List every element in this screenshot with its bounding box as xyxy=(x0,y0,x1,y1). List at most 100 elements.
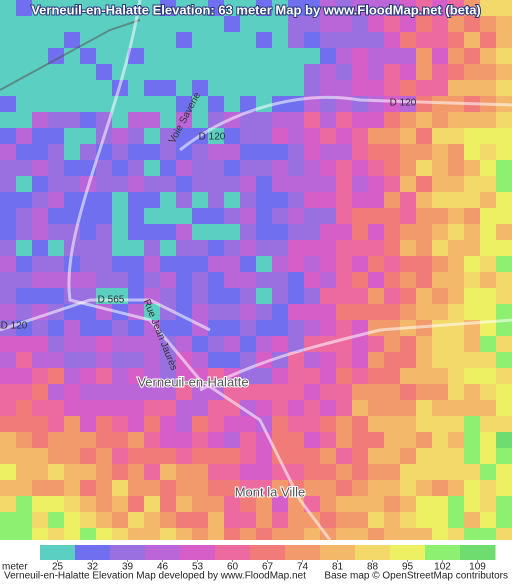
elevation-cell xyxy=(288,80,304,96)
elevation-cell xyxy=(112,128,128,144)
elevation-cell xyxy=(336,96,352,112)
elevation-cell xyxy=(368,528,384,540)
elevation-cell xyxy=(320,352,336,368)
elevation-cell xyxy=(144,176,160,192)
elevation-cell xyxy=(272,240,288,256)
elevation-cell xyxy=(144,256,160,272)
elevation-cell xyxy=(128,320,144,336)
elevation-cell xyxy=(448,16,464,32)
elevation-cell xyxy=(400,0,416,16)
elevation-cell xyxy=(48,32,64,48)
elevation-cell xyxy=(320,96,336,112)
elevation-cell xyxy=(432,32,448,48)
elevation-cell xyxy=(480,256,496,272)
elevation-cell xyxy=(464,352,480,368)
elevation-cell xyxy=(320,416,336,432)
elevation-cell xyxy=(400,432,416,448)
elevation-cell xyxy=(336,224,352,240)
elevation-cell xyxy=(256,384,272,400)
elevation-cell xyxy=(64,16,80,32)
elevation-cell xyxy=(448,64,464,80)
elevation-cell xyxy=(496,192,512,208)
elevation-cell xyxy=(16,208,32,224)
elevation-cell xyxy=(176,464,192,480)
elevation-cell xyxy=(96,48,112,64)
elevation-cell xyxy=(208,352,224,368)
elevation-cell xyxy=(384,176,400,192)
elevation-cell xyxy=(304,144,320,160)
elevation-cell xyxy=(0,256,16,272)
elevation-cell xyxy=(368,128,384,144)
elevation-cell xyxy=(224,528,240,540)
elevation-cell xyxy=(304,480,320,496)
elevation-cell xyxy=(256,448,272,464)
elevation-cell xyxy=(272,416,288,432)
elevation-cell xyxy=(64,208,80,224)
elevation-cell xyxy=(48,208,64,224)
elevation-cell xyxy=(80,448,96,464)
footer-credit: Verneuil-en-Halatte Elevation Map develo… xyxy=(4,571,306,582)
elevation-cell xyxy=(368,96,384,112)
elevation-cell xyxy=(16,272,32,288)
elevation-cell xyxy=(160,416,176,432)
elevation-cell xyxy=(32,128,48,144)
elevation-cell xyxy=(16,32,32,48)
elevation-cell xyxy=(288,176,304,192)
elevation-cell xyxy=(368,448,384,464)
elevation-cell xyxy=(416,240,432,256)
elevation-cell xyxy=(432,256,448,272)
elevation-cell xyxy=(384,16,400,32)
elevation-cell xyxy=(432,512,448,528)
elevation-cell xyxy=(432,320,448,336)
elevation-cell xyxy=(400,288,416,304)
elevation-cell xyxy=(160,448,176,464)
elevation-cell xyxy=(224,48,240,64)
elevation-cell xyxy=(256,160,272,176)
elevation-cell xyxy=(192,304,208,320)
elevation-cell xyxy=(272,480,288,496)
elevation-cell xyxy=(288,448,304,464)
elevation-cell xyxy=(496,352,512,368)
elevation-cell xyxy=(496,16,512,32)
elevation-cell xyxy=(192,496,208,512)
elevation-cell xyxy=(368,416,384,432)
elevation-cell xyxy=(240,192,256,208)
elevation-cell xyxy=(0,512,16,528)
elevation-cell xyxy=(480,432,496,448)
elevation-cell xyxy=(112,272,128,288)
elevation-cell xyxy=(112,336,128,352)
elevation-cell xyxy=(400,176,416,192)
elevation-cell xyxy=(96,384,112,400)
elevation-cell xyxy=(208,400,224,416)
elevation-cell xyxy=(160,192,176,208)
elevation-cell xyxy=(64,272,80,288)
map-label: Mont la Ville xyxy=(235,484,306,499)
elevation-cell xyxy=(384,304,400,320)
elevation-cell xyxy=(224,64,240,80)
elevation-cell xyxy=(416,288,432,304)
elevation-cell xyxy=(240,80,256,96)
elevation-cell xyxy=(448,432,464,448)
legend-tick-label: 25 xyxy=(52,562,64,573)
legend-swatch xyxy=(40,545,76,560)
elevation-cell xyxy=(304,304,320,320)
elevation-cell xyxy=(80,0,96,16)
elevation-cell xyxy=(112,352,128,368)
map-label: D 120 xyxy=(390,98,417,109)
elevation-cell xyxy=(480,528,496,540)
elevation-cell xyxy=(288,400,304,416)
elevation-cell xyxy=(416,80,432,96)
elevation-cell xyxy=(416,400,432,416)
elevation-cell xyxy=(400,528,416,540)
elevation-cell xyxy=(128,368,144,384)
elevation-cell xyxy=(480,224,496,240)
elevation-cell xyxy=(80,304,96,320)
elevation-cell xyxy=(112,480,128,496)
elevation-cell xyxy=(464,240,480,256)
elevation-cell xyxy=(96,432,112,448)
elevation-cell xyxy=(80,496,96,512)
elevation-cell xyxy=(16,112,32,128)
elevation-cell xyxy=(224,0,240,16)
elevation-cell xyxy=(320,368,336,384)
elevation-cell xyxy=(320,400,336,416)
